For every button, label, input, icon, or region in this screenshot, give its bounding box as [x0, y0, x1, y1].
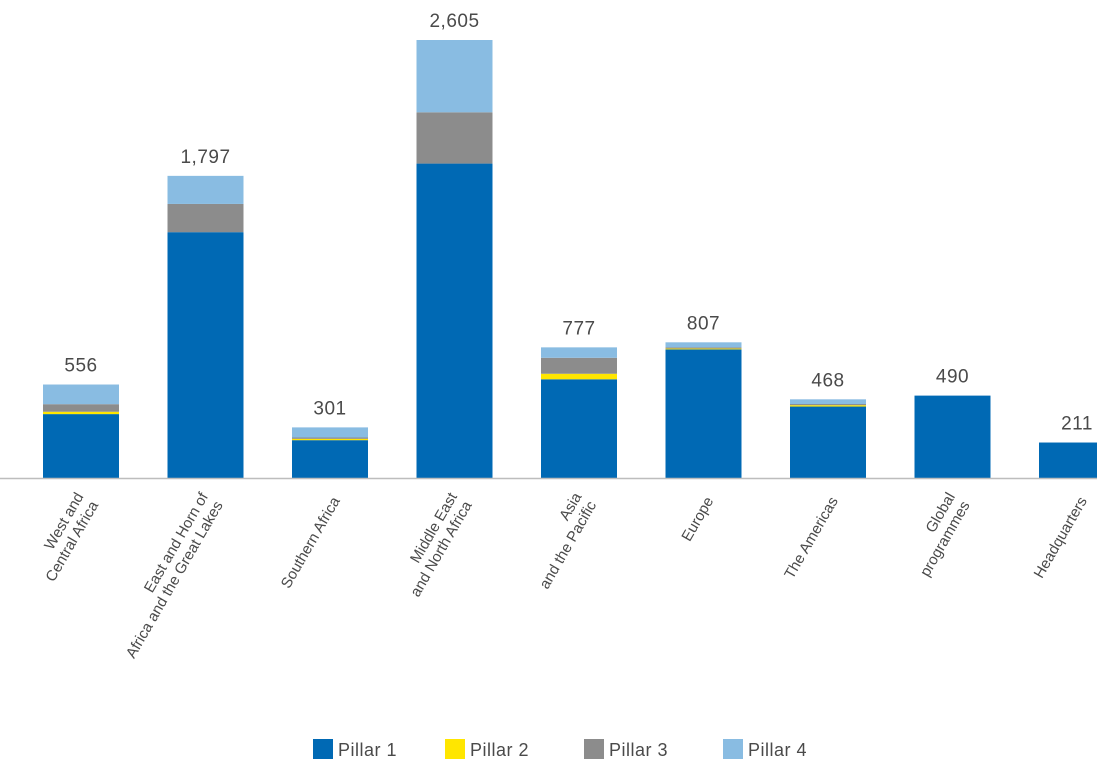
- category-label-line: Africa and the Great Lakes: [123, 498, 227, 661]
- total-label-8: 211: [1061, 414, 1093, 435]
- bar-segment-pillar-2-2: [292, 438, 368, 441]
- bar-segment-pillar-4-4: [541, 347, 617, 358]
- total-label-1: 1,797: [180, 147, 230, 168]
- bar-segment-pillar-3-5: [665, 347, 742, 349]
- bar-segment-pillar-3-1: [167, 203, 244, 233]
- legend-label-3: Pillar 3: [609, 740, 668, 760]
- category-label-line: Europe: [678, 494, 717, 544]
- total-labels-layer: 556 1,797 301 2,605 777 807 468 490 211: [64, 11, 1093, 435]
- bar-segment-pillar-4-3: [416, 40, 493, 113]
- bar-segment-pillar-2-0: [43, 411, 119, 415]
- bar-segment-pillar-2-5: [665, 348, 742, 350]
- bar-segment-pillar-1-7: [914, 395, 991, 478]
- bar-segment-pillar-2-4: [541, 373, 617, 380]
- bar-segment-pillar-3-2: [292, 437, 368, 439]
- legend-swatch-2: [445, 739, 465, 759]
- bar-segment-pillar-1-3: [416, 163, 493, 478]
- total-label-7: 490: [936, 367, 969, 388]
- category-label-line: Headquarters: [1031, 494, 1091, 581]
- legend-swatch-3: [584, 739, 604, 759]
- category-label-8: Headquarters: [1031, 494, 1091, 581]
- bar-segment-pillar-1-2: [292, 440, 368, 478]
- bar-segment-pillar-3-6: [790, 404, 866, 406]
- bar-segment-pillar-4-6: [790, 399, 866, 405]
- legend-label-2: Pillar 2: [470, 740, 529, 760]
- category-label-line: The Americas: [781, 494, 842, 582]
- bar-segment-pillar-1-5: [665, 349, 742, 478]
- total-label-4: 777: [562, 318, 595, 339]
- legend-label-4: Pillar 4: [748, 740, 807, 760]
- bar-segment-pillar-4-2: [292, 427, 368, 438]
- bar-segment-pillar-3-4: [541, 357, 617, 374]
- legend-label-1: Pillar 1: [338, 740, 397, 760]
- bars-layer: [43, 40, 1097, 478]
- bar-segment-pillar-1-0: [43, 414, 119, 478]
- total-label-2: 301: [313, 398, 346, 419]
- total-label-6: 468: [811, 370, 844, 391]
- category-label-2: Southern Africa: [278, 493, 344, 591]
- category-label-6: The Americas: [781, 494, 842, 582]
- category-label-line: Southern Africa: [278, 493, 344, 591]
- legend: Pillar 1 Pillar 2 Pillar 3 Pillar 4: [313, 739, 807, 760]
- bar-segment-pillar-2-6: [790, 405, 866, 407]
- total-label-0: 556: [64, 356, 97, 377]
- bar-segment-pillar-1-4: [541, 379, 617, 478]
- bar-segment-pillar-1-1: [167, 232, 244, 478]
- bar-segment-pillar-1-6: [790, 406, 866, 478]
- bar-segment-pillar-4-0: [43, 384, 119, 405]
- bar-segment-pillar-3-3: [416, 112, 493, 164]
- bar-segment-pillar-4-1: [167, 175, 244, 204]
- total-label-3: 2,605: [429, 11, 479, 32]
- bar-segment-pillar-4-5: [665, 342, 742, 348]
- bar-segment-pillar-3-0: [43, 404, 119, 412]
- total-label-5: 807: [687, 313, 720, 334]
- legend-swatch-1: [313, 739, 333, 759]
- category-label-5: Europe: [678, 494, 717, 544]
- bar-segment-pillar-1-8: [1039, 442, 1097, 478]
- legend-swatch-4: [723, 739, 743, 759]
